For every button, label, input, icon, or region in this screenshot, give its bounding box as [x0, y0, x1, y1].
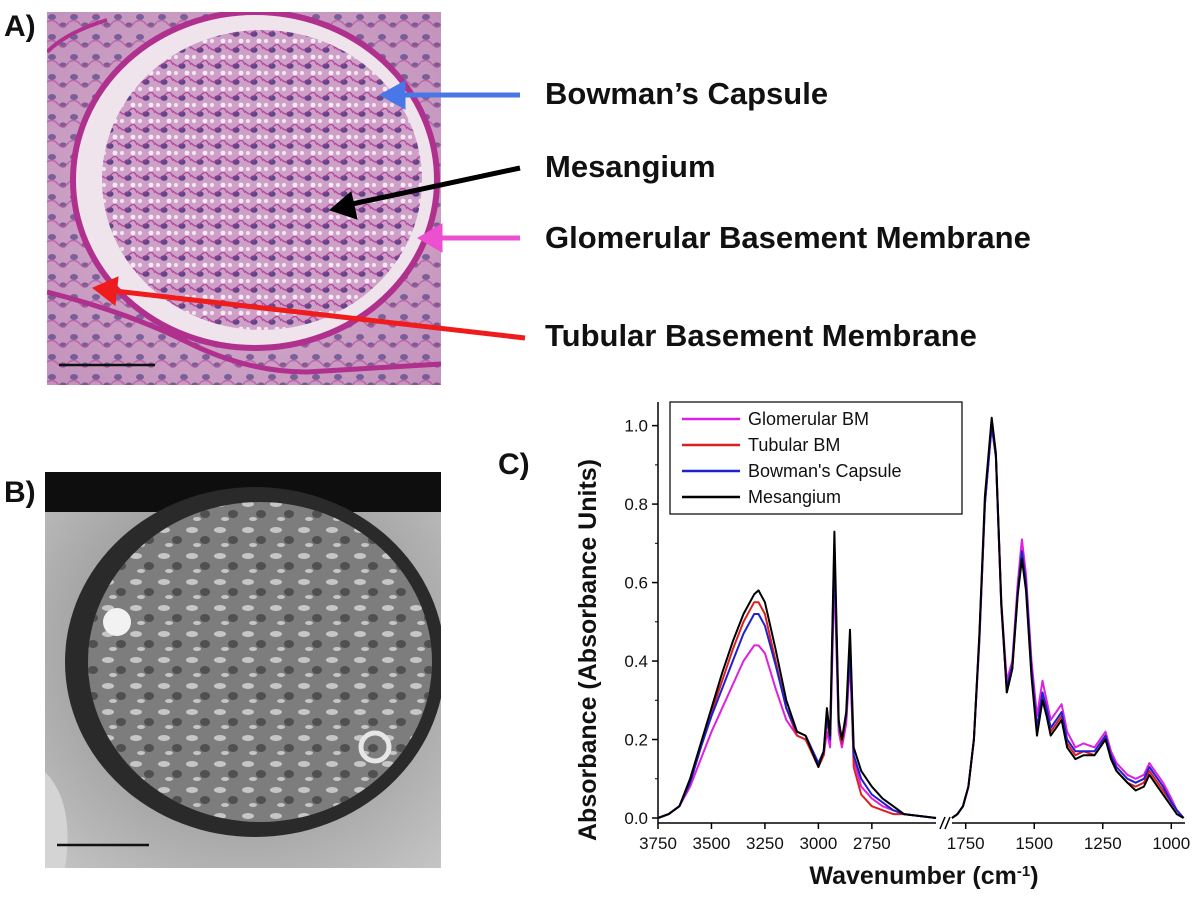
panel-b-label: B) [4, 476, 36, 509]
legend-entry: Mesangium [748, 487, 841, 507]
x-axis-label-end: ) [1030, 862, 1038, 890]
panel-c-label: C) [498, 448, 530, 481]
x-tick-label: 3000 [799, 834, 837, 853]
y-tick-label: 0.6 [624, 574, 648, 593]
series-line-3-seg2 [951, 416, 1185, 819]
x-tick-label: 1000 [1152, 834, 1190, 853]
x-tick-label: 1750 [947, 834, 985, 853]
absorbance-spectrum-chart: Absorbance (Absorbance Units) 0.00.20.40… [574, 401, 1190, 890]
x-axis-label-main: Wavenumber (cm [809, 862, 1016, 890]
y-tick-label: 1.0 [624, 417, 648, 436]
series-line-3-seg1 [657, 530, 937, 819]
axis-break-mark [944, 816, 951, 830]
x-tick-label: 2750 [853, 834, 891, 853]
x-axis-label-sup: -1 [1017, 863, 1030, 880]
callout-mesangium: Mesangium [545, 149, 716, 184]
arrow-glomerular-bm [417, 223, 520, 253]
series-line-0-seg1 [657, 573, 937, 819]
x-axis-label: Wavenumber (cm-1) [809, 862, 1038, 890]
y-axis-label: Absorbance (Absorbance Units) [574, 459, 602, 841]
plot-axes: 0.0 0.2 0.4 0.6 0.8 1.0 3750 3500 3250 3000 2750 17… [624, 402, 1190, 853]
legend-entry: Tubular BM [748, 435, 840, 455]
arrow-bowmans-capsule [378, 80, 520, 110]
callout-glomerular-bm: Glomerular Basement Membrane [545, 220, 1031, 255]
callout-tubular-bm: Tubular Basement Membrane [545, 318, 977, 353]
series-layer [657, 416, 1185, 819]
x-tick-label: 1250 [1084, 834, 1122, 853]
axis-break-mark [939, 816, 946, 830]
x-tick-label: 3750 [639, 834, 677, 853]
legend-entry: Bowman's Capsule [748, 461, 902, 481]
panel-a-label: A) [4, 10, 36, 43]
series-line-1-seg1 [657, 542, 937, 819]
series-line-2-seg1 [657, 554, 937, 819]
chart-legend: Glomerular BM Tubular BM Bowman's Capsule M… [669, 401, 963, 515]
arrow-mesangium [329, 165, 521, 220]
legend-entry: Glomerular BM [748, 409, 869, 429]
x-tick-label: 3250 [746, 834, 784, 853]
x-tick-label: 1500 [1015, 834, 1053, 853]
y-tick-label: 0.8 [624, 495, 648, 514]
y-tick-label: 0.2 [624, 731, 648, 750]
x-tick-label: 3500 [693, 834, 731, 853]
arrow-tubular-bm [92, 276, 526, 341]
y-tick-label: 0.4 [624, 652, 648, 671]
y-tick-label: 0.0 [624, 809, 648, 828]
grayscale-absorbance-image [45, 472, 441, 868]
callout-bowmans-capsule: Bowman’s Capsule [545, 76, 829, 111]
legend-box [669, 401, 963, 515]
